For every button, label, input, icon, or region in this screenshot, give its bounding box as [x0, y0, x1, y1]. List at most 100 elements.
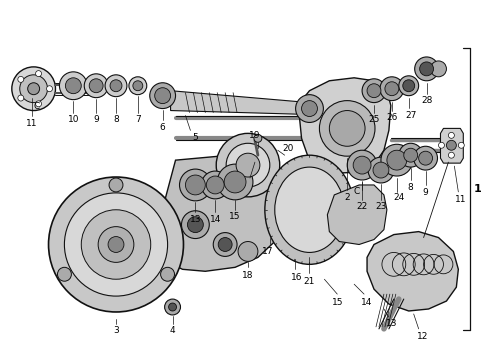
- Text: 20: 20: [282, 144, 294, 153]
- Circle shape: [84, 74, 108, 98]
- Circle shape: [224, 171, 246, 193]
- Circle shape: [133, 81, 143, 91]
- Text: 15: 15: [332, 298, 343, 307]
- Text: 18: 18: [242, 271, 254, 280]
- Text: 15: 15: [229, 212, 241, 221]
- Circle shape: [419, 62, 434, 76]
- Circle shape: [415, 57, 439, 81]
- Circle shape: [216, 133, 280, 197]
- Circle shape: [12, 67, 55, 111]
- Text: 6: 6: [160, 123, 166, 132]
- Circle shape: [89, 79, 103, 93]
- Circle shape: [446, 140, 456, 150]
- Text: C: C: [353, 188, 359, 197]
- Circle shape: [81, 210, 151, 279]
- Circle shape: [206, 176, 224, 194]
- Text: 11: 11: [26, 119, 37, 128]
- Circle shape: [161, 267, 174, 281]
- Ellipse shape: [275, 167, 344, 252]
- Text: 4: 4: [170, 326, 175, 335]
- Text: 14: 14: [210, 215, 221, 224]
- Circle shape: [18, 95, 24, 101]
- Circle shape: [150, 83, 175, 109]
- Circle shape: [28, 83, 40, 95]
- Text: 5: 5: [193, 133, 198, 142]
- Circle shape: [381, 144, 413, 176]
- Circle shape: [254, 134, 262, 142]
- Circle shape: [414, 146, 438, 170]
- Circle shape: [367, 84, 381, 98]
- Polygon shape: [171, 91, 310, 114]
- Circle shape: [362, 79, 386, 103]
- Circle shape: [20, 75, 48, 103]
- Text: 3: 3: [113, 326, 119, 335]
- Text: 8: 8: [408, 184, 414, 193]
- Circle shape: [179, 169, 211, 201]
- Text: 23: 23: [375, 202, 387, 211]
- Circle shape: [169, 303, 176, 311]
- Circle shape: [65, 78, 81, 94]
- Text: 10: 10: [68, 115, 79, 124]
- Circle shape: [155, 88, 171, 104]
- Text: 26: 26: [386, 113, 397, 122]
- Circle shape: [226, 143, 270, 187]
- Circle shape: [448, 132, 454, 138]
- Circle shape: [353, 156, 371, 174]
- Text: C: C: [33, 102, 40, 111]
- Circle shape: [108, 237, 124, 252]
- Circle shape: [431, 61, 446, 77]
- Circle shape: [36, 71, 42, 77]
- Circle shape: [36, 101, 42, 107]
- Ellipse shape: [265, 155, 354, 264]
- Text: 1: 1: [474, 184, 482, 194]
- Circle shape: [109, 178, 123, 192]
- Circle shape: [380, 77, 404, 100]
- Text: 19: 19: [249, 131, 261, 140]
- Circle shape: [385, 82, 399, 96]
- Circle shape: [18, 76, 24, 82]
- Text: 9: 9: [423, 188, 428, 197]
- Circle shape: [418, 151, 433, 165]
- Circle shape: [403, 80, 415, 92]
- Circle shape: [404, 148, 417, 162]
- Text: 25: 25: [368, 115, 380, 124]
- Circle shape: [59, 72, 87, 100]
- Text: 28: 28: [421, 96, 432, 105]
- Polygon shape: [441, 129, 464, 163]
- Text: 9: 9: [93, 115, 99, 124]
- Circle shape: [49, 177, 183, 312]
- Circle shape: [47, 86, 52, 92]
- Circle shape: [295, 95, 323, 122]
- Circle shape: [399, 143, 422, 167]
- Circle shape: [201, 171, 229, 199]
- Circle shape: [165, 299, 180, 315]
- Circle shape: [368, 157, 394, 183]
- Text: 11: 11: [455, 195, 466, 204]
- Circle shape: [329, 111, 365, 146]
- Circle shape: [217, 164, 253, 200]
- Text: 21: 21: [304, 277, 315, 286]
- Circle shape: [373, 162, 389, 178]
- Circle shape: [236, 153, 260, 177]
- Circle shape: [98, 227, 134, 262]
- Text: 12: 12: [417, 332, 428, 341]
- Circle shape: [218, 238, 232, 251]
- Circle shape: [399, 76, 418, 96]
- Circle shape: [57, 267, 72, 281]
- Polygon shape: [367, 231, 458, 311]
- Circle shape: [129, 77, 147, 95]
- Circle shape: [387, 150, 407, 170]
- Text: 13: 13: [386, 319, 397, 328]
- Circle shape: [188, 217, 203, 233]
- Text: 27: 27: [405, 111, 416, 120]
- Circle shape: [439, 142, 444, 148]
- Text: 14: 14: [361, 298, 373, 307]
- Text: 13: 13: [190, 215, 201, 224]
- Circle shape: [185, 175, 205, 195]
- Text: 7: 7: [135, 115, 141, 124]
- Circle shape: [319, 100, 375, 156]
- Circle shape: [213, 233, 237, 256]
- Circle shape: [181, 211, 209, 239]
- Circle shape: [448, 152, 454, 158]
- Text: 24: 24: [393, 193, 404, 202]
